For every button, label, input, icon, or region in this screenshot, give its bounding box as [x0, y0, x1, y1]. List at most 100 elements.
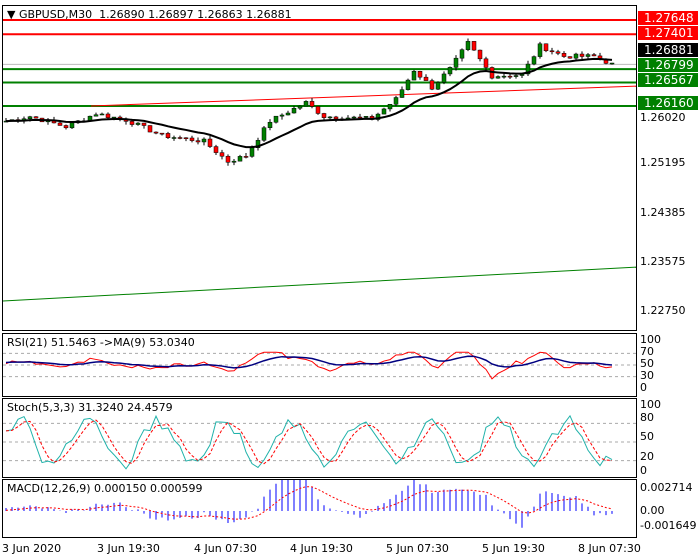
support-tag: 1.26160	[638, 96, 698, 110]
candle	[375, 113, 381, 120]
stoch-tick: 50	[640, 430, 654, 443]
price-tick: 1.24385	[640, 206, 686, 219]
candle	[585, 54, 591, 57]
price-tick: 1.26020	[640, 111, 686, 124]
candle	[579, 53, 585, 57]
candle	[27, 116, 33, 120]
candle	[549, 50, 555, 53]
candle	[69, 122, 75, 129]
candle	[423, 76, 429, 81]
symbol-header: ▼ GBPUSD,M30 1.26890 1.26897 1.26863 1.2…	[7, 8, 292, 21]
candle	[471, 41, 477, 51]
dropdown-triangle-icon[interactable]: ▼	[7, 8, 16, 21]
candle	[195, 140, 201, 143]
price-tick: 1.23575	[640, 255, 686, 268]
rsi-tick: 50	[640, 357, 654, 370]
candle	[273, 115, 279, 123]
candle	[303, 101, 309, 107]
macd-panel[interactable]: MACD(12,26,9) 0.000150 0.000599	[2, 479, 637, 538]
candle	[231, 160, 237, 163]
time-tick: 8 Jun 07:30	[578, 542, 641, 555]
candle	[189, 137, 195, 141]
candle	[441, 73, 447, 83]
resistance-tag: 1.27648	[638, 11, 698, 25]
price-chart[interactable]: ▼ GBPUSD,M30 1.26890 1.26897 1.26863 1.2…	[2, 5, 637, 331]
candle	[219, 152, 225, 157]
candle	[567, 56, 573, 59]
candle	[93, 114, 99, 117]
candle	[417, 71, 423, 78]
price-tick: 1.25195	[640, 156, 686, 169]
candle	[225, 155, 231, 163]
time-tick: 3 Jun 2020	[2, 542, 62, 555]
candle	[309, 101, 315, 107]
candle	[111, 116, 117, 119]
candle	[477, 49, 483, 60]
candle	[459, 49, 465, 59]
candle	[531, 56, 537, 65]
support-tag: 1.26567	[638, 73, 698, 87]
candle	[261, 127, 267, 141]
candle	[321, 113, 327, 118]
candle	[609, 62, 615, 65]
candle	[171, 137, 177, 139]
resistance-tag: 1.27401	[638, 26, 698, 40]
candle	[255, 140, 261, 148]
candle	[453, 57, 459, 68]
stochastic-panel[interactable]: Stoch(5,3,3) 31.3240 24.4579	[2, 398, 637, 478]
moving-average-line	[5, 57, 613, 149]
time-tick: 5 Jun 07:30	[386, 542, 449, 555]
candle	[183, 137, 189, 139]
time-tick: 4 Jun 07:30	[194, 542, 257, 555]
price-tick: 1.22750	[640, 304, 686, 317]
rsi-panel[interactable]: RSI(21) 51.5463 ->MA(9) 53.0340	[2, 333, 637, 397]
candle	[405, 79, 411, 90]
candle	[573, 53, 579, 59]
candle	[393, 97, 399, 105]
time-tick: 3 Jun 19:30	[97, 542, 160, 555]
rsi-tick: 30	[640, 369, 654, 382]
candle	[351, 116, 357, 119]
stoch-tick: 80	[640, 411, 654, 424]
macd-label: MACD(12,26,9) 0.000150 0.000599	[7, 482, 203, 495]
candle	[399, 89, 405, 98]
green-trendline	[3, 266, 636, 302]
macd-tick: -0.001649	[640, 519, 697, 532]
candle	[555, 51, 561, 54]
rsi-plot	[3, 351, 636, 380]
symbol: GBPUSD,M30	[18, 8, 93, 21]
ohlc-values: 1.26890 1.26897 1.26863 1.26881	[99, 8, 292, 21]
candle	[285, 112, 291, 116]
macd-signal-line	[5, 486, 613, 520]
stoch-main-line	[5, 414, 613, 470]
candle	[99, 113, 105, 116]
candle	[513, 75, 519, 77]
candle	[501, 75, 507, 78]
candle	[537, 43, 543, 57]
candle	[315, 106, 321, 114]
rsi-tick: 100	[640, 333, 661, 346]
macd-tick: 0.002714	[640, 481, 693, 494]
candle	[243, 156, 249, 158]
candle	[63, 125, 69, 129]
candle	[411, 71, 417, 81]
candle	[213, 146, 219, 153]
candle	[327, 116, 333, 119]
candle	[561, 53, 567, 57]
candle	[387, 104, 393, 110]
candle	[333, 116, 339, 120]
candle	[165, 133, 171, 138]
macd-plot	[5, 480, 613, 528]
candle	[495, 76, 501, 79]
candle	[297, 105, 303, 109]
candle	[33, 116, 39, 119]
stochastic-plot	[3, 414, 636, 470]
rsi-label: RSI(21) 51.5463 ->MA(9) 53.0340	[7, 336, 195, 349]
stoch-signal-line	[5, 419, 613, 465]
candle	[201, 138, 207, 143]
candle	[135, 122, 141, 125]
candle	[279, 114, 285, 117]
time-tick: 5 Jun 19:30	[482, 542, 545, 555]
candle	[153, 131, 159, 134]
candle	[105, 113, 111, 118]
